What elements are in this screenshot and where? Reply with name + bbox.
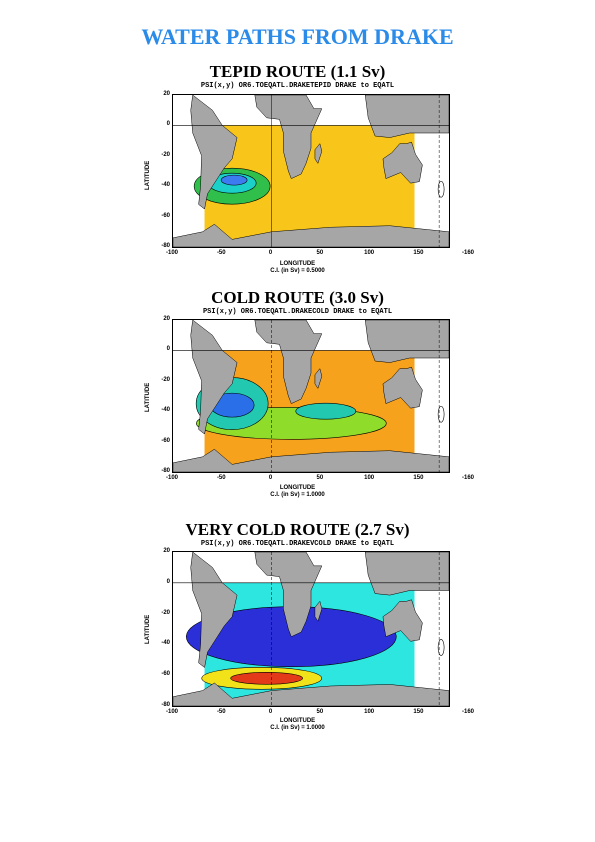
x-tick-label: -100 <box>165 709 178 715</box>
x-tick-label: -50 <box>216 709 226 715</box>
x-tick-label: -50 <box>216 475 226 481</box>
y-axis-label: LATITUDE <box>145 160 151 190</box>
x-tick-label: -160 <box>461 250 474 256</box>
map-svg <box>173 95 449 247</box>
madagascar-landmass <box>314 600 323 622</box>
y-tick-label: -40 <box>161 640 170 647</box>
x-axis-label: LONGITUDE <box>279 718 316 724</box>
y-axis-label: LATITUDE <box>145 614 151 644</box>
x-tick-label: -100 <box>165 250 178 256</box>
x-tick-label: 0 <box>268 709 273 715</box>
antarctica-landmass <box>173 682 449 706</box>
x-tick-label: -160 <box>461 709 474 715</box>
y-tick-label: -20 <box>161 609 170 616</box>
x-tick-label: 150 <box>413 475 424 481</box>
south-america-landmass <box>190 552 238 668</box>
madagascar-landmass <box>314 368 323 389</box>
south-america-landmass <box>190 95 238 210</box>
new-zealand-outline <box>437 405 445 423</box>
panel-title: VERY COLD ROUTE (2.7 Sv) <box>185 520 410 539</box>
south-america-landmass <box>190 320 238 435</box>
page-title: WATER PATHS FROM DRAKE <box>141 24 454 49</box>
panel-title: COLD ROUTE (3.0 Sv) <box>211 288 384 307</box>
y-tick-label: 20 <box>163 316 170 322</box>
x-tick-label: 100 <box>364 475 375 481</box>
x-tick-label: 150 <box>413 709 424 715</box>
map-plot <box>172 94 450 248</box>
y-tick-label: -20 <box>161 151 170 158</box>
x-tick-label: 0 <box>268 250 273 256</box>
panel-title: TEPID ROUTE (1.1 Sv) <box>209 62 386 81</box>
contour-interval: C.I. (in Sv) = 0.5000 <box>270 268 325 274</box>
new-zealand-outline <box>437 180 445 198</box>
madagascar-landmass <box>314 143 323 164</box>
y-tick-label: -40 <box>161 407 170 414</box>
y-tick-label: -80 <box>161 243 170 249</box>
australia-landmass <box>382 599 423 642</box>
map-plot <box>172 319 450 473</box>
contour-interval: C.I. (in Sv) = 1.0000 <box>270 492 325 498</box>
contour-region <box>295 402 357 420</box>
x-tick-label: 50 <box>316 475 324 481</box>
asia-landmass <box>364 320 449 363</box>
x-tick-label: -100 <box>165 475 178 481</box>
asia-landmass <box>364 95 449 138</box>
x-tick-label: -160 <box>461 475 474 481</box>
x-tick-label: 100 <box>364 250 375 256</box>
map-plot <box>172 551 450 707</box>
y-tick-label: -80 <box>161 702 170 708</box>
x-tick-label: 150 <box>413 250 424 256</box>
y-axis-label: LATITUDE <box>145 382 151 412</box>
new-zealand-outline <box>437 639 445 656</box>
x-axis-label: LONGITUDE <box>279 485 316 491</box>
contour-region <box>220 174 248 186</box>
y-tick-label: -20 <box>161 376 170 383</box>
y-tick-label: -40 <box>161 182 170 189</box>
panel-subtitle: PSI(x,y) OR6.TOEQATL.DRAKEVCOLD DRAKE to… <box>200 540 395 548</box>
panel-subtitle: PSI(x,y) OR6.TOEQATL.DRAKETEPID DRAKE to… <box>200 82 395 90</box>
panel-subtitle: PSI(x,y) OR6.TOEQATL.DRAKECOLD DRAKE to … <box>202 308 393 316</box>
y-tick-label: 20 <box>163 91 170 97</box>
x-tick-label: 0 <box>268 475 273 481</box>
y-tick-label: -60 <box>161 437 170 444</box>
asia-landmass <box>364 552 449 596</box>
australia-landmass <box>382 141 423 184</box>
y-tick-label: -80 <box>161 468 170 474</box>
y-tick-label: 0 <box>166 346 170 353</box>
y-tick-label: -60 <box>161 671 170 678</box>
x-tick-label: 100 <box>364 709 375 715</box>
x-axis-label: LONGITUDE <box>279 261 316 267</box>
y-tick-label: 0 <box>166 121 170 128</box>
map-svg <box>173 320 449 472</box>
contour-interval: C.I. (in Sv) = 1.0000 <box>270 725 325 731</box>
map-svg <box>173 552 449 706</box>
x-tick-label: 50 <box>316 250 324 256</box>
australia-landmass <box>382 366 423 409</box>
y-tick-label: -60 <box>161 212 170 219</box>
x-tick-label: -50 <box>216 250 226 256</box>
x-tick-label: 50 <box>316 709 324 715</box>
contour-region <box>230 671 303 685</box>
y-tick-label: 0 <box>166 578 170 585</box>
y-tick-label: 20 <box>163 548 170 554</box>
